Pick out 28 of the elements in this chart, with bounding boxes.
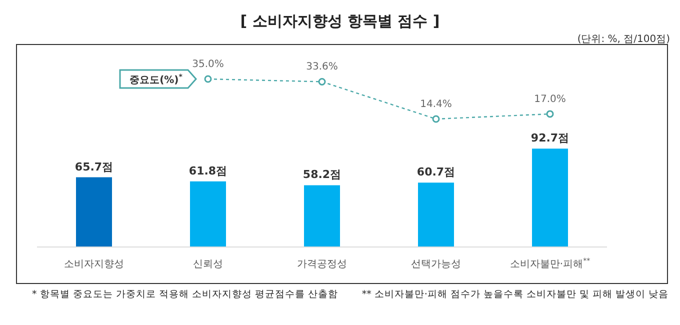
- data-label: 60.7점: [416, 166, 456, 179]
- data-label: 14.4%: [420, 99, 452, 110]
- chart-title: [ 소비자지향성 항목별 점수 ]: [240, 12, 440, 30]
- x-tick-label: 가격공정성: [297, 259, 347, 270]
- point: [546, 110, 554, 118]
- data-label: 33.6%: [306, 62, 338, 73]
- x-tick-label: 신뢰성: [193, 259, 223, 270]
- point: [204, 75, 212, 83]
- bar: [532, 148, 568, 247]
- bar: [304, 185, 340, 247]
- data-label: 35.0%: [192, 59, 224, 70]
- bar: [418, 182, 454, 247]
- x-tick-label: 소비자불만·피해$^{**}$: [510, 257, 591, 270]
- point: [432, 115, 440, 123]
- x-tick-label: 선택가능성: [411, 259, 461, 270]
- data-label: 92.7점: [530, 132, 570, 145]
- bar: [76, 177, 112, 247]
- point: [318, 78, 326, 86]
- x-tick-label: 소비자지향성: [64, 259, 124, 270]
- data-label: 58.2점: [302, 168, 342, 182]
- text: * 항목별 중요도는 가중치로 적용해 소비자지향성 평균점수를 산출함: [32, 289, 338, 300]
- data-label: 17.0%: [534, 94, 566, 105]
- chart-subtitle: (단위: %, 점/100점): [577, 34, 670, 45]
- text: 중요도(%)$^{*}$: [130, 73, 183, 86]
- data-label: 65.7점: [74, 160, 114, 174]
- bar: [190, 181, 226, 247]
- data-label: 61.8점: [188, 164, 228, 178]
- text: ** 소비자불만·피해 점수가 높을수록 소비자불만 및 피해 발생이 낮음: [362, 289, 669, 300]
